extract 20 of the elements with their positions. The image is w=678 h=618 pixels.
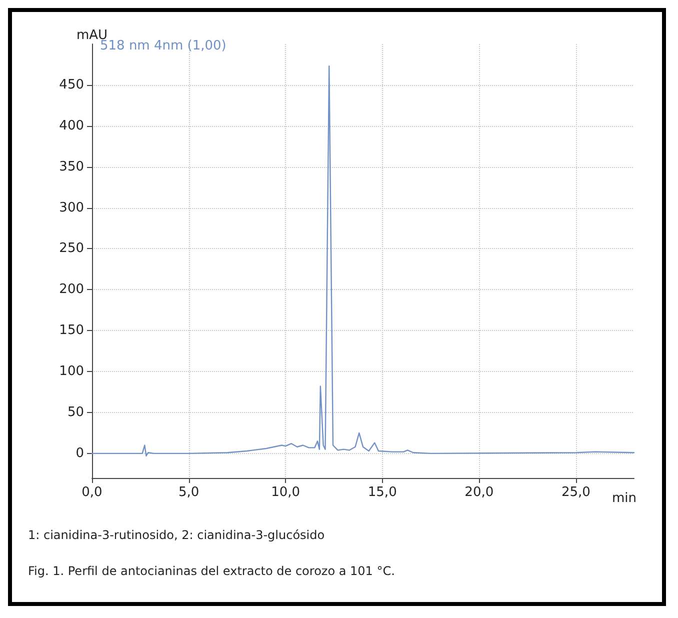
text: Fig. 1. Perfil de antocianinas del extracto de corozo a 101 °C.	[27, 563, 396, 578]
x-tick-label: 20,0	[464, 485, 494, 500]
x-tick-label: 5,0	[178, 485, 200, 500]
y-tick-label: 100	[59, 364, 84, 380]
x-tick-label: 0,0	[82, 485, 102, 500]
x-tick-label: 10,0	[271, 485, 300, 500]
y-tick-label: 300	[59, 200, 84, 216]
x-tick-label: 15,0	[368, 485, 397, 500]
y-tick-label: 0	[76, 446, 84, 461]
y-tick-label: 350	[59, 159, 84, 174]
y-tick-label: 450	[59, 77, 84, 92]
x-tick-label: 25,0	[561, 485, 590, 500]
y-tick-label: 200	[59, 282, 84, 298]
y-tick-label: 150	[59, 323, 84, 338]
y-tick-label: 250	[59, 241, 84, 256]
y-tick-label: 50	[67, 404, 84, 420]
x-axis-title: min	[612, 491, 637, 506]
y-tick-label: 400	[59, 118, 84, 134]
text: 1: cianidina-3-rutinosido, 2: cianidina-3-glucósido	[27, 527, 326, 542]
line-series	[91, 66, 635, 456]
